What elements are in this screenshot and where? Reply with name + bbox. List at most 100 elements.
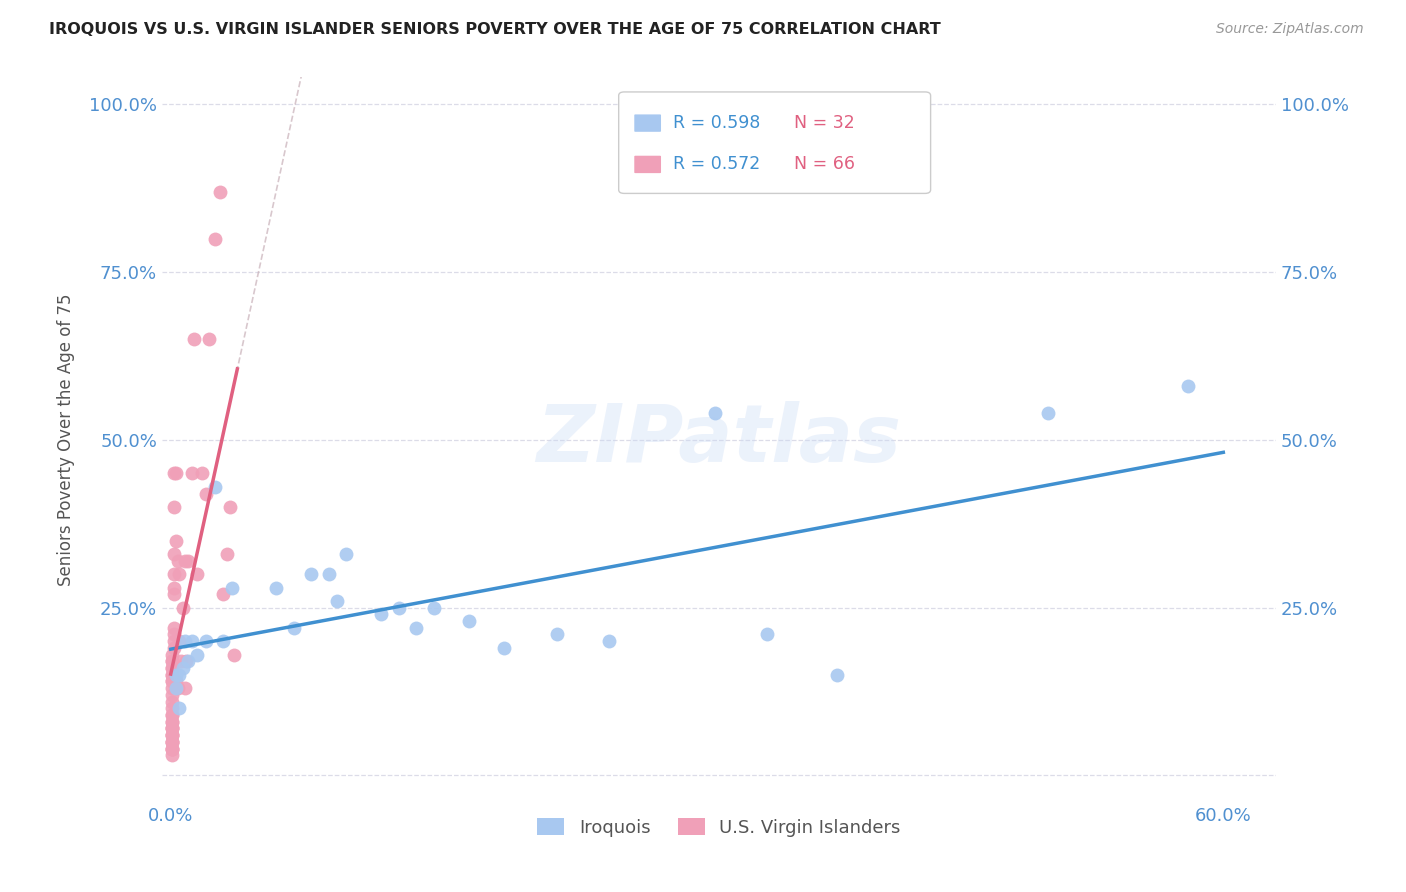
- Point: [180, 467, 202, 481]
- Text: N = 66: N = 66: [793, 155, 855, 173]
- Point: [162, 648, 184, 662]
- Point: [166, 681, 188, 695]
- Point: [165, 667, 187, 681]
- Point: [370, 607, 392, 622]
- Point: [162, 735, 184, 749]
- Point: [162, 728, 184, 742]
- Point: [162, 714, 184, 729]
- Point: [172, 600, 194, 615]
- Point: [177, 554, 200, 568]
- Point: [162, 722, 184, 736]
- Point: [204, 480, 226, 494]
- Point: [165, 533, 187, 548]
- Text: Source: ZipAtlas.com: Source: ZipAtlas.com: [1216, 22, 1364, 37]
- Point: [221, 581, 243, 595]
- Point: [169, 634, 191, 648]
- Point: [183, 332, 205, 346]
- Point: [162, 741, 184, 756]
- Point: [163, 621, 186, 635]
- Text: N = 32: N = 32: [793, 114, 855, 132]
- Point: [212, 634, 235, 648]
- Point: [176, 654, 198, 668]
- Text: R = 0.572: R = 0.572: [673, 155, 761, 173]
- Point: [162, 708, 184, 723]
- Point: [162, 708, 184, 723]
- Point: [326, 594, 349, 608]
- Point: [204, 231, 226, 245]
- Point: [219, 500, 242, 514]
- Point: [186, 567, 208, 582]
- Point: [405, 621, 427, 635]
- Point: [162, 748, 184, 763]
- Text: R = 0.598: R = 0.598: [673, 114, 761, 132]
- Point: [162, 722, 184, 736]
- Point: [169, 667, 191, 681]
- Point: [165, 467, 187, 481]
- Point: [177, 654, 200, 668]
- Point: [163, 547, 186, 561]
- Point: [166, 554, 188, 568]
- Point: [283, 621, 305, 635]
- Point: [173, 634, 195, 648]
- Point: [162, 735, 184, 749]
- Point: [264, 581, 287, 595]
- Point: [163, 467, 186, 481]
- Point: [162, 667, 184, 681]
- Point: [335, 547, 357, 561]
- Point: [163, 500, 186, 514]
- Point: [222, 648, 245, 662]
- FancyBboxPatch shape: [634, 156, 661, 173]
- Point: [458, 614, 481, 628]
- Point: [173, 554, 195, 568]
- Point: [598, 634, 620, 648]
- Point: [162, 728, 184, 742]
- Point: [163, 581, 186, 595]
- Point: [162, 688, 184, 702]
- Text: IROQUOIS VS U.S. VIRGIN ISLANDER SENIORS POVERTY OVER THE AGE OF 75 CORRELATION : IROQUOIS VS U.S. VIRGIN ISLANDER SENIORS…: [49, 22, 941, 37]
- Point: [546, 627, 568, 641]
- Point: [162, 661, 184, 675]
- Point: [388, 600, 411, 615]
- Legend: Iroquois, U.S. Virgin Islanders: Iroquois, U.S. Virgin Islanders: [530, 811, 908, 844]
- Point: [162, 741, 184, 756]
- Point: [165, 681, 187, 695]
- Point: [191, 467, 214, 481]
- Point: [208, 185, 231, 199]
- Point: [1177, 379, 1199, 393]
- Point: [163, 634, 186, 648]
- Point: [162, 654, 184, 668]
- Point: [215, 547, 238, 561]
- Point: [162, 654, 184, 668]
- Point: [318, 567, 340, 582]
- FancyBboxPatch shape: [619, 92, 931, 194]
- Point: [1036, 406, 1059, 420]
- Point: [162, 722, 184, 736]
- Point: [162, 695, 184, 709]
- Point: [163, 640, 186, 655]
- Point: [162, 661, 184, 675]
- FancyBboxPatch shape: [634, 114, 661, 132]
- Point: [162, 741, 184, 756]
- Point: [703, 406, 725, 420]
- Point: [165, 681, 187, 695]
- Point: [169, 567, 191, 582]
- Point: [165, 674, 187, 689]
- Point: [173, 681, 195, 695]
- Point: [194, 634, 217, 648]
- Point: [162, 667, 184, 681]
- Point: [423, 600, 446, 615]
- Text: ZIPatlas: ZIPatlas: [537, 401, 901, 479]
- Point: [299, 567, 322, 582]
- Point: [756, 627, 779, 641]
- Point: [194, 486, 217, 500]
- Point: [492, 640, 515, 655]
- Point: [172, 661, 194, 675]
- Point: [198, 332, 221, 346]
- Point: [180, 634, 202, 648]
- Point: [163, 587, 186, 601]
- Point: [163, 627, 186, 641]
- Point: [162, 714, 184, 729]
- Point: [162, 674, 184, 689]
- Point: [827, 667, 849, 681]
- Y-axis label: Seniors Poverty Over the Age of 75: Seniors Poverty Over the Age of 75: [58, 293, 75, 586]
